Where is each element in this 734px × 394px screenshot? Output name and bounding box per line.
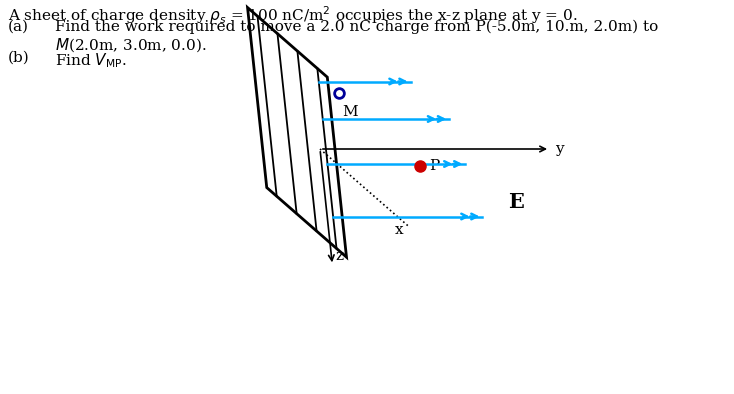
Text: z: z <box>335 249 344 263</box>
Text: Find the work required to move a 2.0 nC charge from P(-5.0m, 10.m, 2.0m) to: Find the work required to move a 2.0 nC … <box>55 20 658 34</box>
Text: A sheet of charge density $\rho_s$ = 100 nC/m$^2$ occupies the x-z plane at y = : A sheet of charge density $\rho_s$ = 100… <box>8 4 578 26</box>
Text: (a): (a) <box>8 20 29 34</box>
Text: (b): (b) <box>8 51 30 65</box>
Text: E: E <box>508 191 524 212</box>
Text: $M$(2.0m, 3.0m, 0.0).: $M$(2.0m, 3.0m, 0.0). <box>55 36 206 54</box>
Text: x: x <box>394 223 403 237</box>
Text: y: y <box>555 142 564 156</box>
Text: M: M <box>342 105 358 119</box>
Text: P: P <box>429 158 440 173</box>
Text: Find $V_{\rm MP}$.: Find $V_{\rm MP}$. <box>55 51 127 70</box>
